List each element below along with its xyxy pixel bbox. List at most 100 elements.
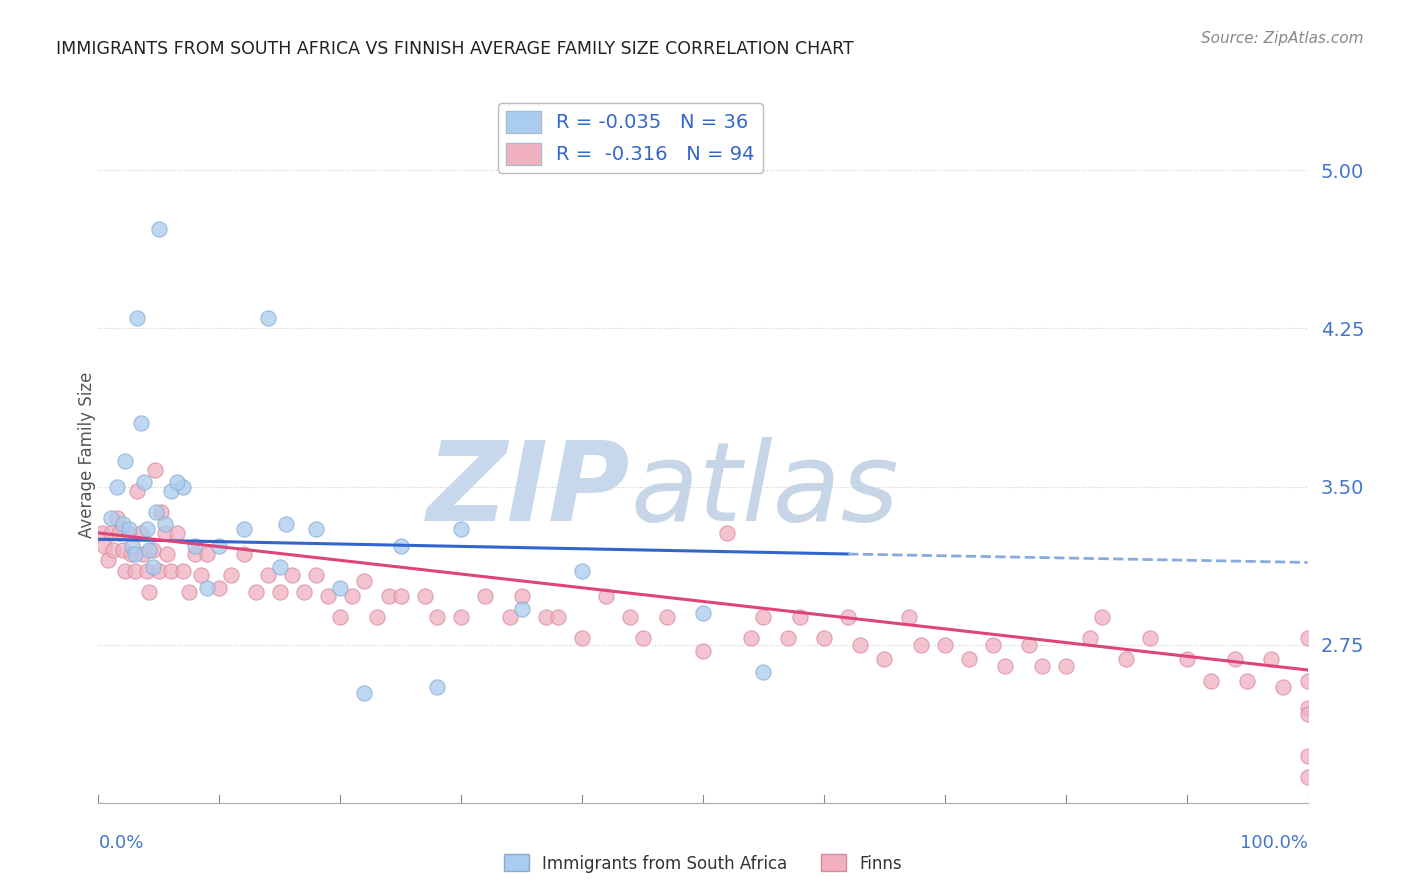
Point [232,547,254,561]
Point [716,525,738,540]
Point [108,525,131,540]
Point [111,517,134,532]
Point [160,483,183,498]
Point [389,539,412,553]
Point [256,568,278,582]
Point [132,547,155,561]
Point [1115,652,1137,666]
Point [127,310,149,325]
Point [1091,610,1114,624]
Point [101,542,124,557]
Point [752,665,775,679]
Point [127,483,149,498]
Point [156,547,179,561]
Point [172,564,194,578]
Point [281,568,304,582]
Point [160,564,183,578]
Point [232,522,254,536]
Point [498,610,520,624]
Point [114,564,136,578]
Point [692,644,714,658]
Point [413,589,436,603]
Point [1296,707,1319,722]
Point [97,553,120,567]
Point [910,638,932,652]
Point [353,686,375,700]
Point [153,525,176,540]
Point [135,564,157,578]
Point [631,632,654,646]
Point [148,222,170,236]
Point [595,589,617,603]
Point [118,522,141,536]
Point [145,505,167,519]
Point [450,610,472,624]
Point [208,539,231,553]
Point [1139,632,1161,646]
Text: 100.0%: 100.0% [1240,834,1308,852]
Point [849,638,872,652]
Point [934,638,956,652]
Point [571,632,593,646]
Point [994,658,1017,673]
Point [166,475,188,490]
Point [534,610,557,624]
Point [150,505,173,519]
Text: 0.0%: 0.0% [98,834,143,852]
Point [510,589,533,603]
Point [100,525,122,540]
Point [873,652,896,666]
Point [172,479,194,493]
Point [329,610,352,624]
Point [124,547,146,561]
Point [740,632,762,646]
Point [143,463,166,477]
Point [111,542,134,557]
Point [1054,658,1077,673]
Point [138,585,160,599]
Point [166,525,188,540]
Point [195,547,218,561]
Point [1296,771,1319,785]
Point [1199,673,1222,688]
Point [195,581,218,595]
Point [474,589,496,603]
Point [138,542,160,557]
Point [91,525,114,540]
Point [148,564,170,578]
Point [100,511,122,525]
Point [1272,680,1295,694]
Point [342,589,364,603]
Point [118,525,141,540]
Point [619,610,641,624]
Point [190,568,212,582]
Point [789,610,811,624]
Point [813,632,835,646]
Text: IMMIGRANTS FROM SOUTH AFRICA VS FINNISH AVERAGE FAMILY SIZE CORRELATION CHART: IMMIGRANTS FROM SOUTH AFRICA VS FINNISH … [56,40,853,58]
Point [208,581,231,595]
Point [114,454,136,468]
Point [269,585,291,599]
Point [179,585,201,599]
Legend: R = -0.035   N = 36, R =  -0.316   N = 94: R = -0.035 N = 36, R = -0.316 N = 94 [498,103,763,173]
Text: atlas: atlas [630,437,898,544]
Point [510,602,533,616]
Point [245,585,267,599]
Point [184,539,207,553]
Point [256,310,278,325]
Point [776,632,799,646]
Y-axis label: Average Family Size: Average Family Size [79,372,96,538]
Point [1236,673,1258,688]
Point [353,574,375,589]
Point [981,638,1004,652]
Point [121,539,143,553]
Point [221,568,243,582]
Point [142,542,165,557]
Point [316,589,339,603]
Point [1260,652,1282,666]
Point [142,559,165,574]
Point [655,610,678,624]
Point [897,610,920,624]
Point [274,517,297,532]
Point [1078,632,1101,646]
